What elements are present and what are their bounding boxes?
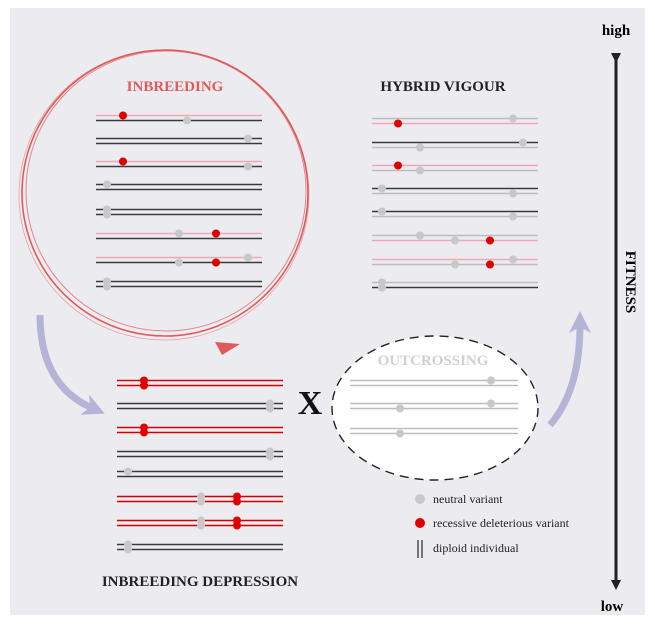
neutral-variant xyxy=(124,467,132,476)
neutral-variant xyxy=(175,258,183,267)
neutral-variant xyxy=(266,404,274,413)
legend-neutral: neutral variant xyxy=(433,492,503,506)
inbreeding-depression-label: INBREEDING DEPRESSION xyxy=(102,574,298,590)
arrow-to-vigour xyxy=(547,311,591,428)
deleterious-variant xyxy=(212,258,220,267)
neutral-variant xyxy=(378,283,386,292)
neutral-variant xyxy=(416,143,424,152)
neutral-variant xyxy=(378,207,386,216)
cycle-arrowhead xyxy=(215,342,240,355)
inbreeding-cycle xyxy=(18,49,310,341)
neutral-variant xyxy=(244,162,252,171)
neutral-variant xyxy=(183,116,191,125)
deleterious-variant xyxy=(233,521,241,530)
hybrid-vigour-label: HYBRID VIGOUR xyxy=(380,79,505,95)
deleterious-variant xyxy=(119,111,127,120)
neutral-variant xyxy=(197,497,205,506)
fitness-high: high xyxy=(602,23,631,39)
fitness-low: low xyxy=(601,599,624,615)
inbreeding-label: INBREEDING xyxy=(127,79,224,95)
deleterious-variant xyxy=(119,157,127,166)
background xyxy=(10,8,645,615)
chromosomes xyxy=(96,111,538,554)
neutral-variant xyxy=(509,212,517,221)
legend-diploid-icon xyxy=(417,540,423,558)
fitness-label: FITNESS xyxy=(622,251,638,314)
deleterious-variant xyxy=(394,119,402,128)
arrow-to-depression xyxy=(36,314,105,415)
deleterious-variant xyxy=(140,381,148,390)
deleterious-variant xyxy=(486,236,494,245)
deleterious-variant xyxy=(140,428,148,437)
neutral-variant xyxy=(197,521,205,530)
cross-symbol: X xyxy=(298,385,323,422)
outcrossing-label: OUTCROSSING xyxy=(378,353,489,369)
neutral-variant xyxy=(451,260,459,269)
neutral-variant xyxy=(416,166,424,175)
neutral-variant xyxy=(124,545,132,554)
neutral-variant xyxy=(244,134,252,143)
neutral-variant xyxy=(103,180,111,189)
neutral-variant xyxy=(509,255,517,264)
legend-deleterious: recessive deleterious variant xyxy=(433,516,570,530)
neutral-variant xyxy=(487,376,495,385)
deleterious-variant xyxy=(486,260,494,269)
neutral-variant xyxy=(103,282,111,291)
deleterious-variant xyxy=(212,229,220,238)
legend-neutral-dot xyxy=(415,494,425,504)
neutral-variant xyxy=(416,231,424,240)
neutral-variant xyxy=(175,229,183,238)
neutral-variant xyxy=(396,404,404,413)
neutral-variant xyxy=(396,429,404,438)
neutral-variant xyxy=(378,184,386,193)
neutral-variant xyxy=(487,399,495,408)
legend-deleterious-dot xyxy=(415,518,425,528)
neutral-variant xyxy=(509,114,517,123)
deleterious-variant xyxy=(233,497,241,506)
neutral-variant xyxy=(519,138,527,147)
neutral-variant xyxy=(103,210,111,219)
legend-diploid: diploid individual xyxy=(433,541,519,555)
neutral-variant xyxy=(244,253,252,262)
deleterious-variant xyxy=(394,161,402,170)
neutral-variant xyxy=(451,236,459,245)
neutral-variant xyxy=(509,189,517,198)
neutral-variant xyxy=(266,452,274,461)
